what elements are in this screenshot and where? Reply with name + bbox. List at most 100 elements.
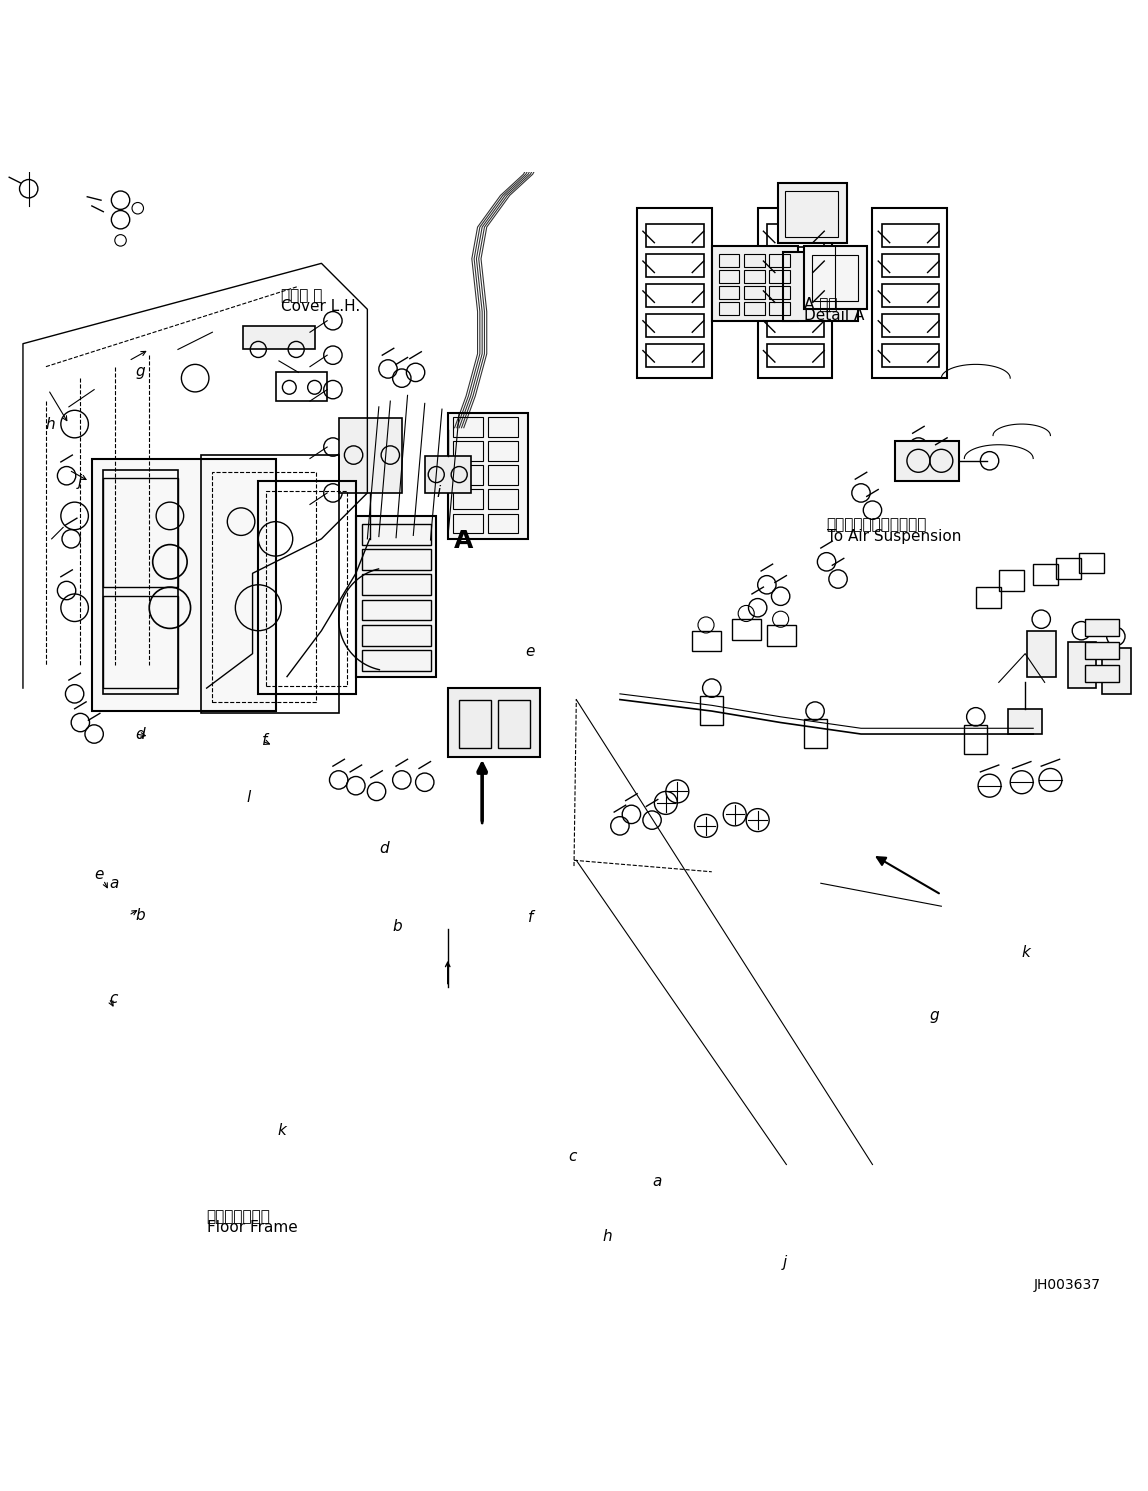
Bar <box>212 473 316 702</box>
Text: k: k <box>1022 945 1031 960</box>
Bar <box>767 224 824 248</box>
Bar <box>700 696 723 725</box>
Bar <box>744 286 765 298</box>
Bar <box>362 650 430 671</box>
Bar <box>92 459 276 711</box>
Bar <box>804 246 867 309</box>
Bar <box>778 183 847 243</box>
Text: エアーサスペンションへ: エアーサスペンションへ <box>827 517 926 532</box>
Bar <box>488 489 518 508</box>
Bar <box>362 599 430 620</box>
Bar <box>1008 708 1042 734</box>
Bar <box>646 253 704 277</box>
Bar <box>744 303 765 315</box>
Bar <box>719 253 739 267</box>
Bar <box>719 303 739 315</box>
Bar <box>804 719 827 748</box>
Bar <box>785 191 838 237</box>
Bar <box>448 689 540 757</box>
Bar <box>201 455 339 713</box>
Text: A: A <box>453 529 473 553</box>
Bar <box>1033 564 1058 584</box>
Bar <box>964 725 987 753</box>
Text: d: d <box>135 726 145 741</box>
Bar <box>258 482 356 693</box>
Bar <box>637 209 712 379</box>
Bar <box>744 270 765 283</box>
Bar <box>453 465 483 485</box>
Bar <box>1102 649 1131 693</box>
Bar <box>719 286 739 298</box>
Bar <box>266 491 347 686</box>
Bar <box>758 209 832 379</box>
Bar <box>1068 643 1096 689</box>
Text: f: f <box>262 734 267 748</box>
Bar <box>356 516 436 677</box>
Bar <box>362 574 430 595</box>
Text: カバー 左: カバー 左 <box>281 288 323 303</box>
Bar <box>976 587 1001 608</box>
Bar <box>276 373 327 401</box>
Bar <box>103 470 178 693</box>
Text: e: e <box>526 644 535 659</box>
Text: JH003637: JH003637 <box>1033 1278 1100 1293</box>
Bar <box>243 327 315 349</box>
Bar <box>767 625 796 646</box>
Text: h: h <box>603 1230 612 1245</box>
Text: g: g <box>930 1008 939 1023</box>
Bar <box>1085 643 1119 659</box>
Bar <box>646 224 704 248</box>
Bar <box>712 246 798 321</box>
Bar <box>1027 631 1056 677</box>
Text: g: g <box>135 364 145 379</box>
Text: f: f <box>528 910 534 926</box>
Bar <box>882 283 939 307</box>
Bar <box>882 253 939 277</box>
Bar <box>459 699 491 748</box>
Bar <box>453 417 483 437</box>
Bar <box>767 344 824 367</box>
Bar <box>362 549 430 570</box>
Bar <box>882 344 939 367</box>
Bar <box>453 513 483 534</box>
Text: l: l <box>247 790 251 805</box>
Text: a: a <box>109 875 118 890</box>
Text: d: d <box>379 841 388 856</box>
Bar <box>895 441 959 482</box>
Bar <box>744 253 765 267</box>
Text: i: i <box>436 486 441 501</box>
Text: b: b <box>135 908 145 923</box>
Text: b: b <box>393 920 402 935</box>
Bar <box>103 596 178 689</box>
Text: j: j <box>78 474 83 489</box>
Bar <box>769 303 790 315</box>
Bar <box>339 419 402 494</box>
Bar <box>1085 665 1119 683</box>
Bar <box>498 699 530 748</box>
Bar <box>812 255 858 301</box>
Bar <box>719 270 739 283</box>
Bar <box>646 344 704 367</box>
Text: e: e <box>94 866 103 881</box>
Bar <box>692 631 721 652</box>
Bar <box>872 209 947 379</box>
Bar <box>453 489 483 508</box>
Text: Floor Frame: Floor Frame <box>207 1220 297 1235</box>
Text: A 詳細: A 詳細 <box>804 297 837 312</box>
Bar <box>999 570 1024 590</box>
Bar <box>488 417 518 437</box>
Bar <box>769 286 790 298</box>
Text: Cover L.H.: Cover L.H. <box>281 300 360 315</box>
Bar <box>425 456 471 494</box>
Bar <box>767 253 824 277</box>
Bar <box>488 465 518 485</box>
Bar <box>103 479 178 587</box>
Bar <box>1085 619 1119 637</box>
Bar <box>767 313 824 337</box>
Text: To Air Suspension: To Air Suspension <box>827 529 961 544</box>
Text: c: c <box>568 1150 576 1164</box>
Text: h: h <box>46 416 55 431</box>
Bar <box>488 513 518 534</box>
Text: フロアフレーム: フロアフレーム <box>207 1209 271 1224</box>
Text: j: j <box>783 1254 788 1270</box>
